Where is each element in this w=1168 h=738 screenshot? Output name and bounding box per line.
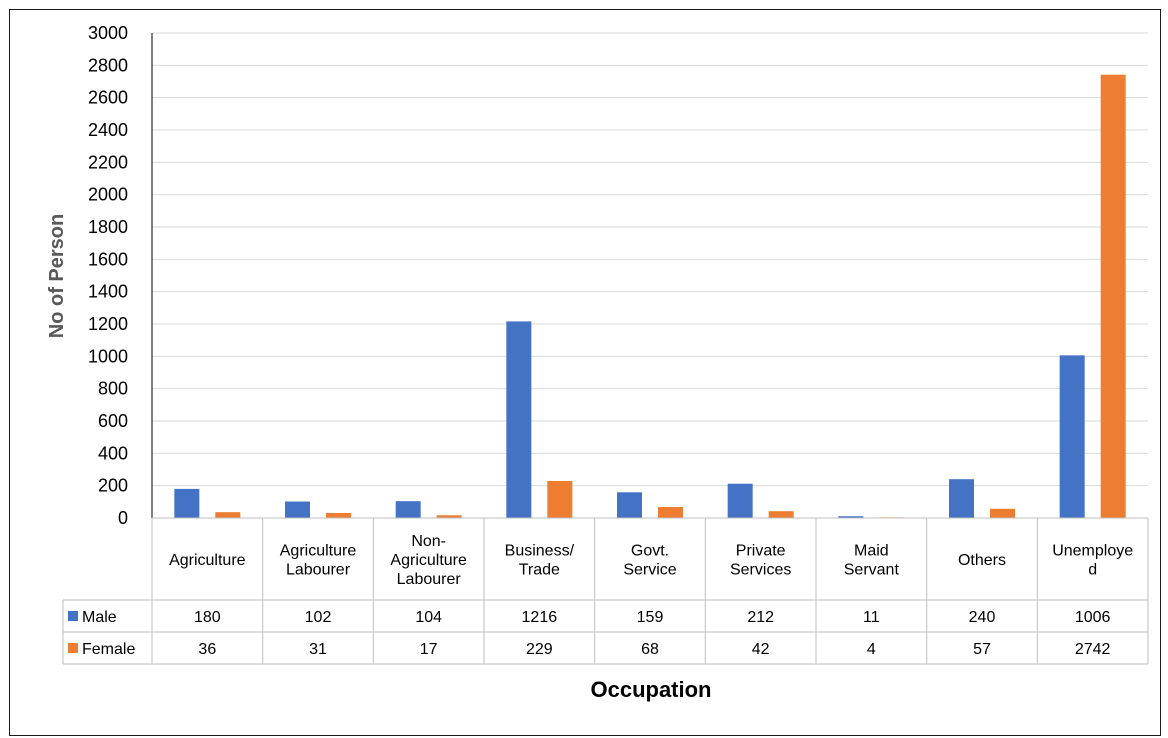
legend-swatch-female <box>68 643 78 653</box>
y-tick-label: 1200 <box>88 314 128 334</box>
y-tick-label: 1400 <box>88 282 128 302</box>
table-value: 240 <box>969 609 996 626</box>
category-label: Unemploye d <box>1052 543 1133 579</box>
bar-male <box>506 321 532 518</box>
bar-female <box>215 512 241 518</box>
table-value: 68 <box>641 641 659 658</box>
bar-male <box>285 501 310 518</box>
y-tick-label: 2400 <box>88 120 128 140</box>
y-tick-label: 800 <box>98 379 128 399</box>
table-value: 102 <box>305 609 332 626</box>
legend-swatch-male <box>68 611 78 621</box>
y-tick-label: 2800 <box>88 55 128 75</box>
y-tick-label: 200 <box>98 476 128 496</box>
table-value: 2742 <box>1075 641 1111 658</box>
table-value: 4 <box>867 641 876 658</box>
category-label: Others <box>958 552 1006 569</box>
bar-male <box>838 516 864 518</box>
y-tick-label: 1000 <box>88 346 128 366</box>
y-tick-label: 0 <box>118 508 128 528</box>
category-label: Non-Agriculture Labourer <box>390 533 467 588</box>
category-label: Govt. Service <box>623 543 676 579</box>
table-value: 36 <box>198 641 216 658</box>
y-axis-title: No of Person <box>46 214 68 338</box>
table-value: 1006 <box>1075 609 1111 626</box>
category-label: Agriculture <box>169 552 246 569</box>
table-value: 212 <box>747 609 774 626</box>
y-axis-ticks: 0 200 400 600 800 1000 1200 1400 1600 1800 2000 220… <box>88 23 128 528</box>
bar-female <box>1100 74 1126 519</box>
bar-male <box>395 501 421 518</box>
gridlines <box>151 32 1148 518</box>
category-label: Business/Trade <box>505 543 575 579</box>
table-value: 229 <box>526 641 553 658</box>
bar-male <box>174 488 200 518</box>
table-value: 31 <box>309 641 327 658</box>
y-tick-label: 2600 <box>88 88 128 108</box>
y-tick-label: 600 <box>98 411 128 431</box>
table-value: 180 <box>194 609 221 626</box>
table-value: 11 <box>863 609 880 626</box>
bar-female <box>990 508 1015 518</box>
y-tick-label: 400 <box>98 443 128 463</box>
table-value: 159 <box>637 609 664 626</box>
table-value: 17 <box>420 641 438 658</box>
table-value: 57 <box>973 641 991 658</box>
bar-female <box>547 480 573 518</box>
bar-male <box>949 479 974 518</box>
bar-male <box>1059 355 1085 518</box>
bar-female <box>658 507 683 518</box>
y-tick-label: 2200 <box>88 152 128 172</box>
category-label: Agriculture Labourer <box>280 543 357 579</box>
y-tick-label: 3000 <box>88 23 128 43</box>
x-axis-title: Occupation <box>590 677 711 702</box>
data-table: Agriculture Agriculture Labourer Non-Agricu… <box>62 517 1149 665</box>
legend-label-male: Male <box>82 609 117 626</box>
bar-female <box>326 512 351 518</box>
y-tick-label: 1600 <box>88 249 128 269</box>
y-tick-label: 2000 <box>88 185 128 205</box>
bar-male <box>727 483 753 518</box>
category-label: Maid Servant <box>844 543 900 579</box>
table-value: 42 <box>752 641 770 658</box>
table-value: 104 <box>415 609 442 626</box>
bars <box>174 74 1126 519</box>
bar-female <box>436 515 462 518</box>
y-tick-label: 1800 <box>88 217 128 237</box>
bar-male <box>617 492 642 518</box>
category-label: Private Services <box>730 543 791 579</box>
table-value: 1216 <box>522 609 558 626</box>
bar-female <box>768 511 794 518</box>
legend-label-female: Female <box>82 641 135 658</box>
